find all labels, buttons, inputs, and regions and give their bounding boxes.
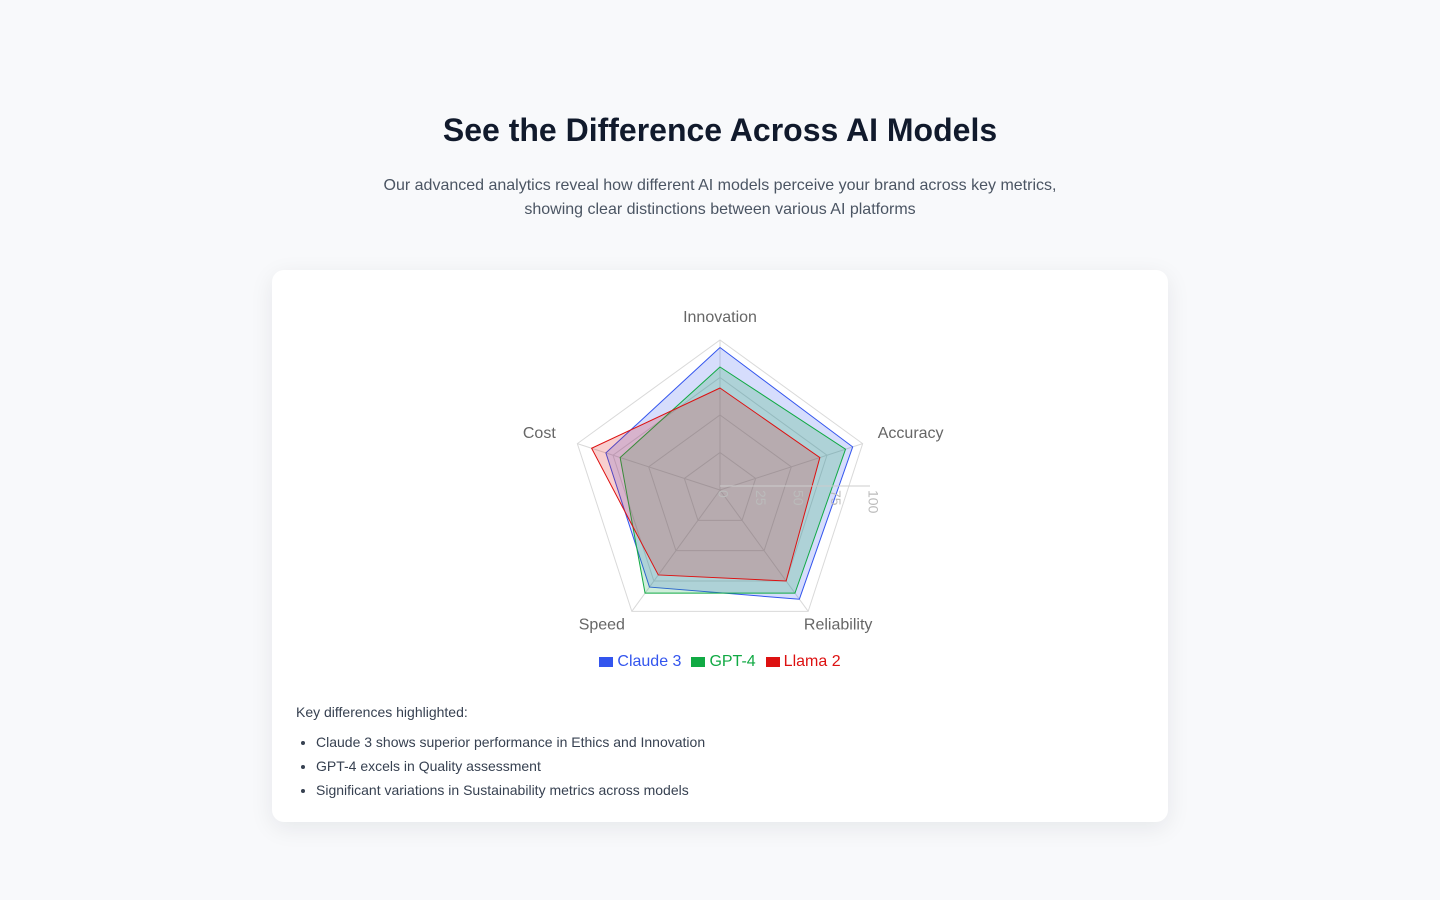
tick-label: 25 [753,490,769,506]
axis-label: Accuracy [878,425,944,442]
axis-label: Innovation [683,309,757,326]
page-subtitle: Our advanced analytics reveal how differ… [383,177,1057,218]
legend-item-series-1[interactable]: GPT-4 [691,653,756,671]
notes-list: Claude 3 shows superior performance in E… [296,732,1136,800]
tick-label: 100 [865,490,881,514]
grid-spoke [719,443,863,491]
chart-card: Innovation Accuracy Reliability Speed Cost 0 2… [272,270,1168,822]
notes-heading: Key differences highlighted: [296,704,468,720]
legend-label: Llama 2 [783,653,841,670]
axis-label: Reliability [804,617,872,634]
radar-chart: Innovation Accuracy Reliability Speed Cost 0 2… [523,309,944,634]
legend-label: Claude 3 [617,653,682,670]
grid-spoke [577,443,721,491]
legend-swatch [691,657,706,667]
grid-ring [648,414,792,552]
chart-legend: Claude 3 GPT-4 Llama 2 [272,650,1168,674]
tick-label: 50 [790,490,806,506]
legend-swatch [599,657,614,667]
legend-swatch [765,657,780,667]
series-area-3 [590,387,821,582]
tick-label: 0 [715,490,731,498]
tick-label: 75 [828,490,844,506]
list-item: Significant variations in Sustainability… [316,780,1136,800]
legend-item-series-0[interactable]: Claude 3 [599,653,681,671]
grid-ring [576,339,864,612]
grid-ring [683,451,757,521]
page-title: See the Difference Across AI Models [442,112,998,148]
series-area-2 [619,366,847,594]
grid-ring [612,376,828,582]
list-item: Claude 3 shows superior performance in E… [316,732,1136,752]
key-differences: Key differences highlighted: Claude 3 sh… [296,702,1136,804]
axis-label: Cost [523,425,556,442]
grid-spoke [631,489,721,612]
grid-spoke [719,489,809,612]
list-item: GPT-4 excels in Quality assessment [316,756,1136,776]
axis-label: Speed [579,617,625,634]
legend-item-series-2[interactable]: Llama 2 [765,653,841,671]
legend-label: GPT-4 [709,653,756,670]
